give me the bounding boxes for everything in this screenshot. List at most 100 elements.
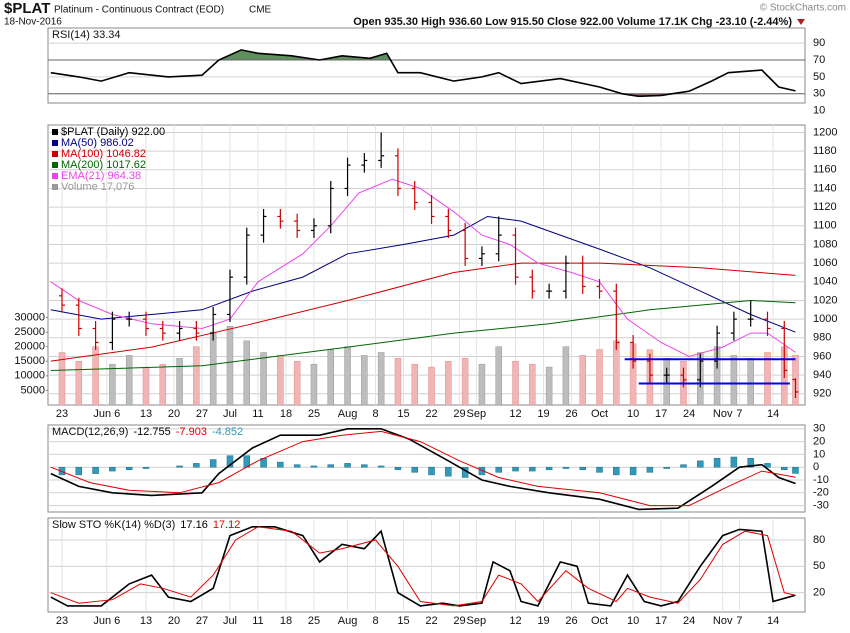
legend-swatch [52,129,58,135]
y-tick-label: 960 [813,350,831,362]
x-tick-label: 29 [453,615,465,627]
x-tick-label: 27 [196,615,208,627]
y-tick-label: -20 [813,487,829,499]
x-tick-label: 23 [56,408,68,420]
histogram-bar [663,466,670,469]
histogram-bar [310,465,318,468]
y-tick-label: 1040 [813,276,837,288]
histogram-bar [75,466,83,476]
volume-bar [260,352,267,405]
histogram-bar [344,463,351,468]
volume-bar [109,363,116,405]
y-tick-label: 90 [813,37,825,49]
legend-value: 17.16 [180,519,208,531]
x-tick-label: 25 [308,615,320,627]
panel-frame [47,517,806,613]
panel-title: Slow STO %K(14) %D(3) 17.16 17.12 [52,519,240,531]
histogram-bar [109,466,116,472]
x-tick-label: 25 [308,408,320,420]
y-tick-label: -30 [813,500,829,512]
indicator-line [50,49,796,98]
x-tick-label: 23 [56,615,68,627]
panel-frame [47,27,806,104]
x-tick-label: 26 [565,408,577,420]
volume-bar [411,363,418,405]
x-tick-label: 15 [397,615,409,627]
x-tick-label: Sep [467,615,487,627]
volume-bar [445,361,452,405]
y-tick-label: 80 [813,534,825,546]
x-tick-label: 14 [767,408,779,420]
x-tick-label: 13 [140,408,152,420]
y-tick-label: 0 [813,461,819,473]
title-text: RSI(14) 33.34 [52,29,120,41]
histogram-bar [394,466,402,471]
y-tick-label: 1140 [813,182,837,194]
histogram-bar [176,465,183,468]
y-tick-label: 1020 [813,294,837,306]
volume-bar [193,346,200,405]
volume-bar [277,355,284,405]
y-tick-label: 20 [813,436,825,448]
histogram-bar [562,466,570,469]
histogram-bar [781,466,788,471]
y-tick-label: 920 [813,388,831,400]
x-tick-label: Jun 6 [93,615,120,627]
histogram-bar [361,464,368,468]
volume-bar [596,349,603,405]
y-tick-label: 30 [813,88,825,100]
volume-bar [478,363,486,405]
legend-label: MA(200) 1017.62 [61,159,146,171]
volume-bar [344,346,351,405]
panel-frame [47,124,806,406]
x-tick-label: 20 [168,615,180,627]
volume-bar [361,355,368,405]
x-tick-label: 17 [655,615,667,627]
histogram-bar [596,466,603,473]
volume-bar [495,346,502,405]
volume-bar [747,358,754,405]
ma-line [50,215,796,333]
x-tick-label: 20 [168,408,180,420]
histogram-bar [579,466,586,471]
volume-bar [730,355,738,405]
x-tick-label: 19 [537,615,549,627]
histogram-bar [764,463,771,468]
x-tick-label: 12 [509,408,521,420]
x-tick-label: Nov [713,615,733,627]
histogram-bar [226,455,234,468]
histogram-bar [680,464,687,468]
histogram-bar [529,466,536,472]
x-tick-label: Oct [591,615,608,627]
title-text: Slow STO %K(14) %D(3) [52,519,175,531]
histogram-bar [495,466,502,473]
x-tick-label: 26 [565,615,577,627]
legend-label: $PLAT (Daily) 922.00 [61,126,165,138]
description: Platinum - Continuous Contract (EOD) [54,5,224,16]
legend-swatch [52,184,58,190]
x-tick-label: Jun 6 [93,408,120,420]
indicator-line [50,526,796,607]
x-tick-label: Aug [338,615,358,627]
histogram-bar [629,466,637,476]
histogram-bar [646,466,654,473]
histogram-bar [428,466,435,476]
volume-bar [529,363,536,405]
histogram-bar [445,466,452,477]
histogram-bar [327,464,335,468]
y-tick-label: 1080 [813,238,837,250]
panel [48,42,805,98]
volume-bar [75,361,83,405]
x-tick-label: 22 [425,408,437,420]
y2-tick-label: 15000 [14,355,45,367]
volume-bar [125,355,133,405]
histogram-bar [293,464,301,468]
x-tick-label: 22 [425,615,437,627]
exchange: CME [249,5,272,16]
histogram-bar [277,461,284,468]
x-tick-label: Jul [223,408,237,420]
y-tick-label: -10 [813,474,829,486]
histogram-bar [747,458,754,468]
